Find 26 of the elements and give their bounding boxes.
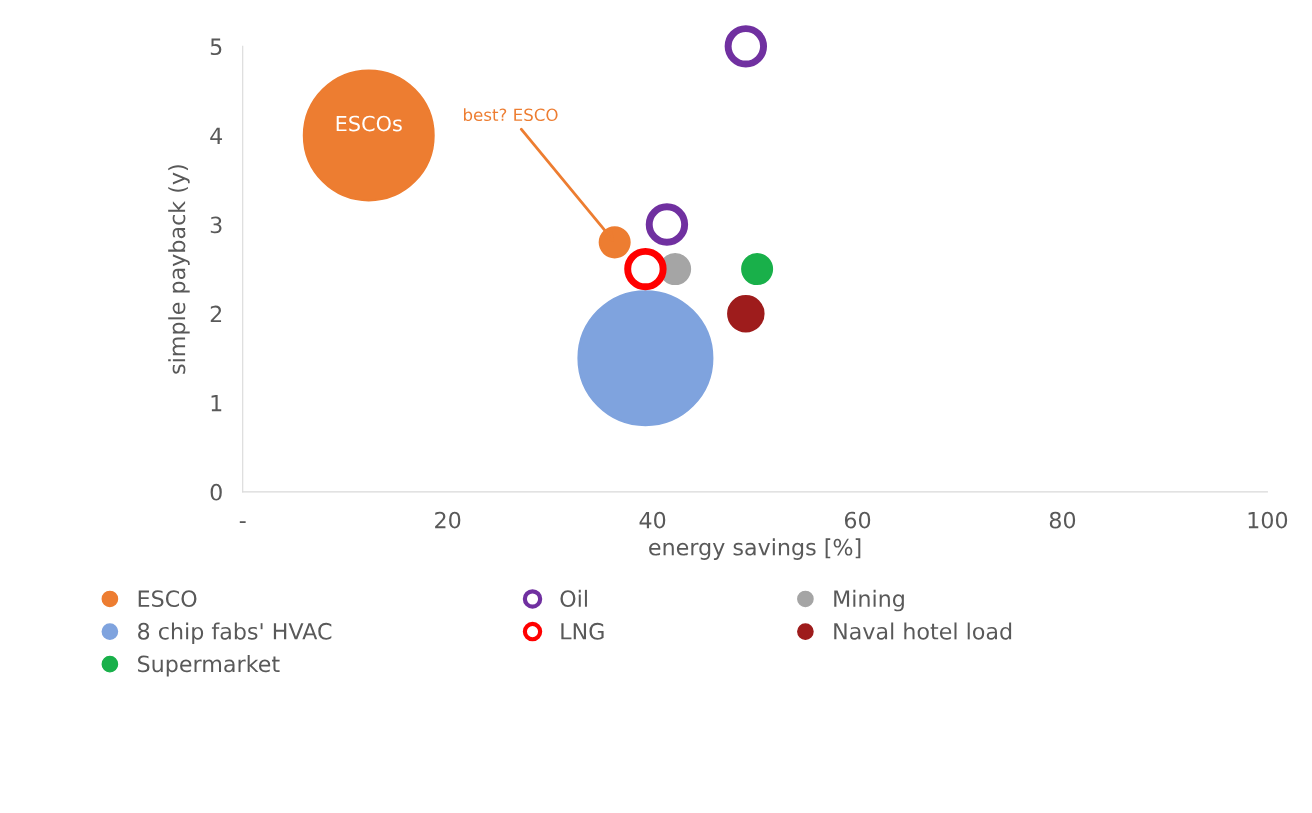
y-tick-label: 4 <box>210 127 223 144</box>
y-tick-label: 1 <box>211 395 222 412</box>
y-tick-label: 3 <box>210 216 222 234</box>
y-tick-label: 5 <box>210 38 222 56</box>
legend-label: Naval hotel load <box>834 622 1012 640</box>
x-tick-label: 60 <box>844 511 871 529</box>
legend-label: Oil <box>560 589 587 608</box>
y-axis-title: simple payback (y) <box>168 165 190 374</box>
y-tick-label: 0 <box>210 483 222 501</box>
x-tick-label: 20 <box>435 511 461 529</box>
x-axis-title: energy savings [%] <box>649 538 861 560</box>
x-tick-label: 100 <box>1248 511 1288 529</box>
annotation: best? ESCO <box>463 108 558 122</box>
x-tick-label: 80 <box>1049 511 1076 529</box>
legend-label: Supermarket <box>138 655 280 677</box>
annotation: ESCOs <box>336 115 402 132</box>
x-tick-label: 40 <box>639 511 666 529</box>
point <box>624 247 667 291</box>
legend-label: Mining <box>834 589 904 612</box>
legend-label: ESCO <box>138 590 197 608</box>
legend-label: 8 chip fabs' HVAC <box>138 622 332 644</box>
y-tick-label: 2 <box>210 305 222 323</box>
point <box>724 25 768 68</box>
point <box>645 203 689 246</box>
x-tick-label: - <box>239 521 246 523</box>
legend-label: LNG <box>561 622 604 640</box>
